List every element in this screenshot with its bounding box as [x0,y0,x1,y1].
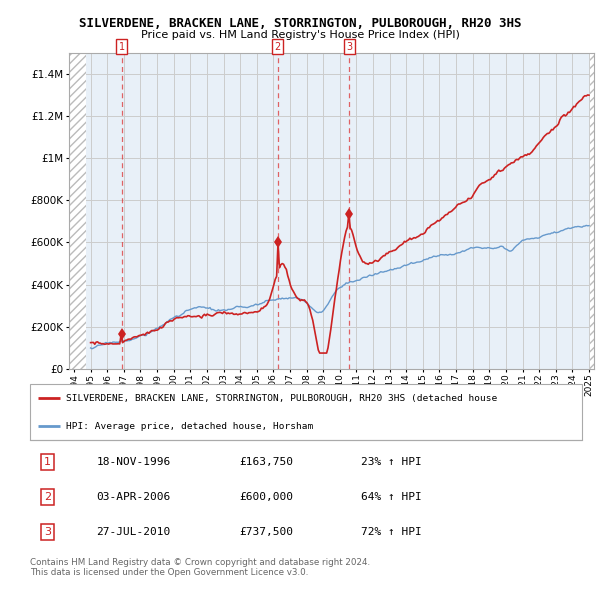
FancyBboxPatch shape [30,384,582,440]
Text: 3: 3 [44,527,51,537]
Text: £600,000: £600,000 [240,492,294,502]
Text: 18-NOV-1996: 18-NOV-1996 [96,457,170,467]
Text: 2: 2 [274,41,281,51]
Text: 72% ↑ HPI: 72% ↑ HPI [361,527,422,537]
Text: 23% ↑ HPI: 23% ↑ HPI [361,457,422,467]
Text: Contains HM Land Registry data © Crown copyright and database right 2024.
This d: Contains HM Land Registry data © Crown c… [30,558,370,577]
Text: SILVERDENE, BRACKEN LANE, STORRINGTON, PULBOROUGH, RH20 3HS: SILVERDENE, BRACKEN LANE, STORRINGTON, P… [79,17,521,30]
Text: 2: 2 [44,492,51,502]
Text: 1: 1 [44,457,51,467]
Text: Price paid vs. HM Land Registry's House Price Index (HPI): Price paid vs. HM Land Registry's House … [140,31,460,40]
Text: 03-APR-2006: 03-APR-2006 [96,492,170,502]
Text: 27-JUL-2010: 27-JUL-2010 [96,527,170,537]
Text: £737,500: £737,500 [240,527,294,537]
Text: SILVERDENE, BRACKEN LANE, STORRINGTON, PULBOROUGH, RH20 3HS (detached house: SILVERDENE, BRACKEN LANE, STORRINGTON, P… [66,394,497,403]
Text: 3: 3 [346,41,352,51]
Text: HPI: Average price, detached house, Horsham: HPI: Average price, detached house, Hors… [66,422,313,431]
Text: 64% ↑ HPI: 64% ↑ HPI [361,492,422,502]
Text: £163,750: £163,750 [240,457,294,467]
Bar [69,53,86,369]
Text: 1: 1 [119,41,125,51]
Bar [590,53,594,369]
